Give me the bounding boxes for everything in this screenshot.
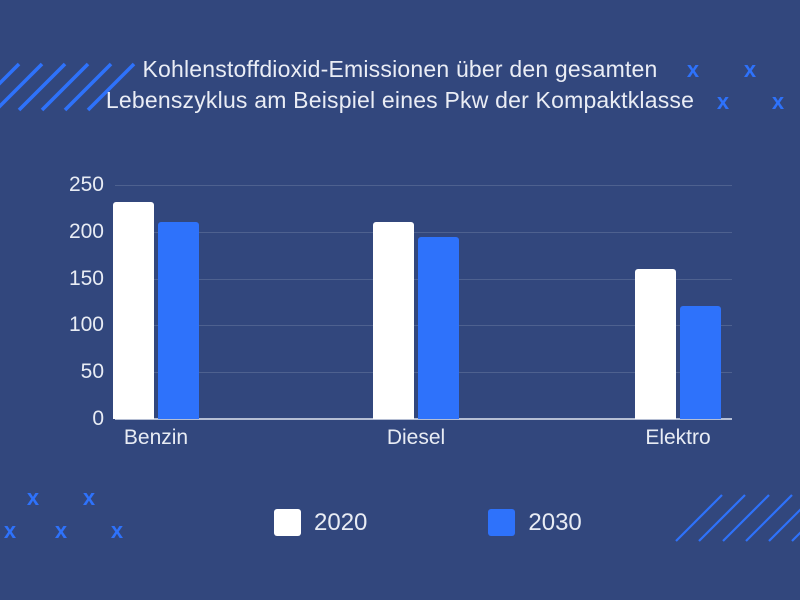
y-axis-tick-label: 200 [68,219,104,243]
y-axis-tick-label: 100 [68,313,104,337]
chart-title-line2: Lebenszyklus am Beispiel eines Pkw der K… [105,87,695,113]
diagonal-stripes-top-left-icon [0,62,136,112]
x-mark-icon: x [743,57,757,82]
chart-legend: 2020 2030 [274,509,582,536]
x-mark-icon: x [82,485,96,510]
category-label-elektro: Elektro [645,426,711,449]
y-axis-tick-label: 0 [92,407,104,430]
bar-elektro-2030 [680,305,721,419]
bar-elektro-2020 [635,269,676,419]
x-mark-icon: x [771,89,785,114]
legend-item-2030: 2030 [488,509,582,536]
x-mark-icon: x [26,485,40,510]
bar-diesel-2030 [418,237,459,419]
legend-label-2020: 2020 [314,509,368,536]
bar-benzin-2030 [158,221,199,419]
gridline [115,231,732,233]
bar-diesel-2020 [373,222,414,419]
y-axis-tick-label: 50 [80,360,104,384]
x-mark-icon: x [716,89,730,114]
diagonal-stripes-bottom-right-icon [675,494,800,542]
legend-swatch-2030 [488,509,516,536]
y-axis-tick-label: 250 [68,173,104,196]
legend-swatch-2020 [274,509,301,536]
gridline [115,185,732,186]
x-mark-icon: x [110,518,124,543]
bar-benzin-2020 [113,201,154,419]
category-label-benzin: Benzin [123,426,189,449]
chart-title: Kohlenstoffdioxid-Emissionen über den ge… [0,54,800,116]
x-mark-icon: x [3,518,17,543]
x-mark-icon: x [54,518,68,543]
x-axis-baseline [115,418,732,420]
chart-title-line1: Kohlenstoffdioxid-Emissionen über den ge… [142,56,658,82]
y-axis-tick-label: 150 [68,266,104,290]
x-mark-icon: x [686,57,700,82]
legend-item-2020: 2020 [274,509,367,536]
legend-label-2030: 2030 [528,509,582,536]
category-label-diesel: Diesel [386,426,446,449]
